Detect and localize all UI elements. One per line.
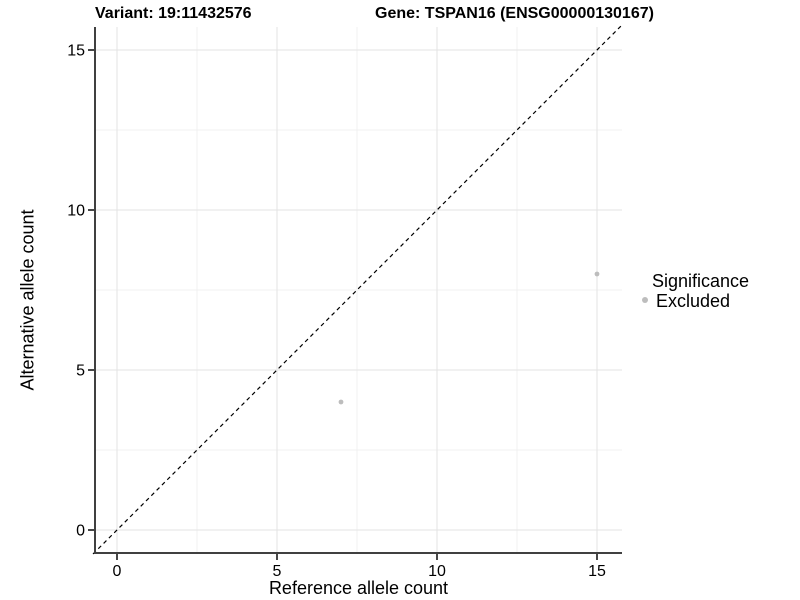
data-point: [594, 271, 600, 277]
x-tick-label: 0: [113, 563, 122, 580]
y-tick-label: 10: [67, 203, 85, 220]
y-tick-label: 5: [76, 363, 85, 380]
data-point: [338, 399, 344, 405]
y-tick-label: 15: [67, 43, 85, 60]
legend-item-label-excluded: Excluded: [656, 291, 731, 311]
legend-key-dot-icon: [642, 297, 648, 303]
y-axis-title: Alternative allele count: [17, 209, 38, 391]
x-tick-label: 10: [428, 563, 446, 580]
y-tick-label: 0: [76, 523, 85, 540]
legend-title: Significance: [652, 271, 750, 291]
x-axis-title: Reference allele count: [268, 578, 449, 598]
x-tick-label: 5: [273, 563, 282, 580]
plot-title-gene: Gene: TSPAN16 (ENSG00000130167): [375, 5, 654, 22]
plot-title-variant: Variant: 19:11432576: [95, 5, 252, 22]
x-tick-label: 15: [588, 563, 606, 580]
